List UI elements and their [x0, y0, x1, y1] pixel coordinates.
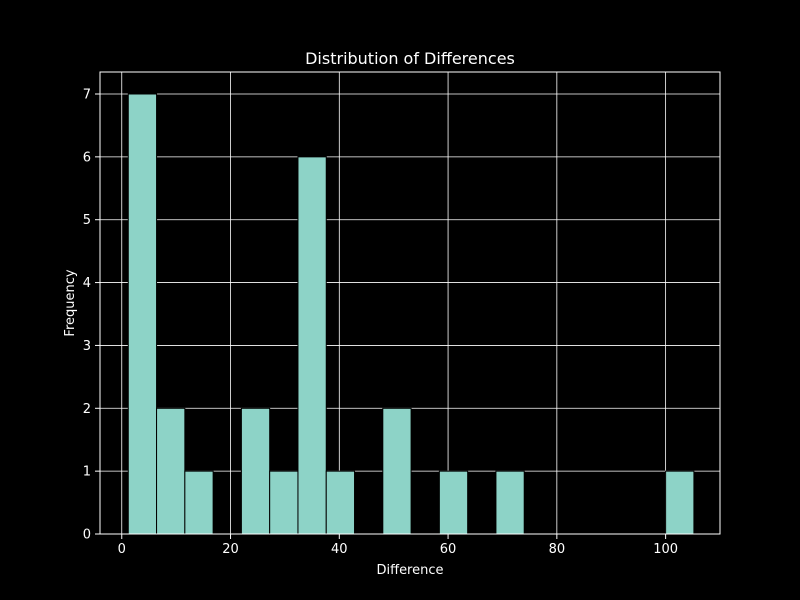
y-tick-label: 0	[83, 528, 91, 543]
histogram-bar	[240, 407, 271, 535]
y-tick-label: 2	[83, 402, 91, 417]
x-tick-label: 100	[653, 542, 678, 557]
y-tick-label: 5	[83, 213, 91, 228]
y-tick-label: 4	[83, 276, 91, 291]
plot-frame	[99, 71, 721, 535]
histogram-bar	[269, 470, 299, 535]
chart-title: Distribution of Differences	[305, 49, 515, 68]
y-tick-label: 7	[83, 88, 91, 103]
histogram-bar	[665, 470, 695, 535]
histogram-bar	[184, 470, 214, 535]
histogram-bar	[127, 93, 158, 535]
histogram-bar	[325, 470, 356, 535]
histogram-bar	[382, 407, 412, 535]
x-tick-label: 0	[118, 542, 126, 557]
histogram-bar	[495, 470, 525, 535]
y-axis-label: Frequency	[63, 269, 78, 336]
y-tick-label: 3	[83, 339, 91, 354]
x-tick-label: 40	[331, 542, 348, 557]
histogram-bar	[297, 156, 327, 535]
histogram-bar	[156, 407, 186, 535]
x-tick-label: 60	[440, 542, 457, 557]
x-tick-label: 80	[549, 542, 566, 557]
histogram-bars	[127, 93, 695, 535]
axis-ticks: 0 20 40 60 80 100 0 1 2 3 4 5 6 7	[83, 88, 678, 558]
y-tick-label: 1	[83, 465, 91, 480]
y-tick-label: 6	[83, 150, 91, 165]
x-tick-label: 20	[222, 542, 239, 557]
x-axis-label: Difference	[376, 563, 443, 578]
histogram-bar	[438, 470, 469, 535]
